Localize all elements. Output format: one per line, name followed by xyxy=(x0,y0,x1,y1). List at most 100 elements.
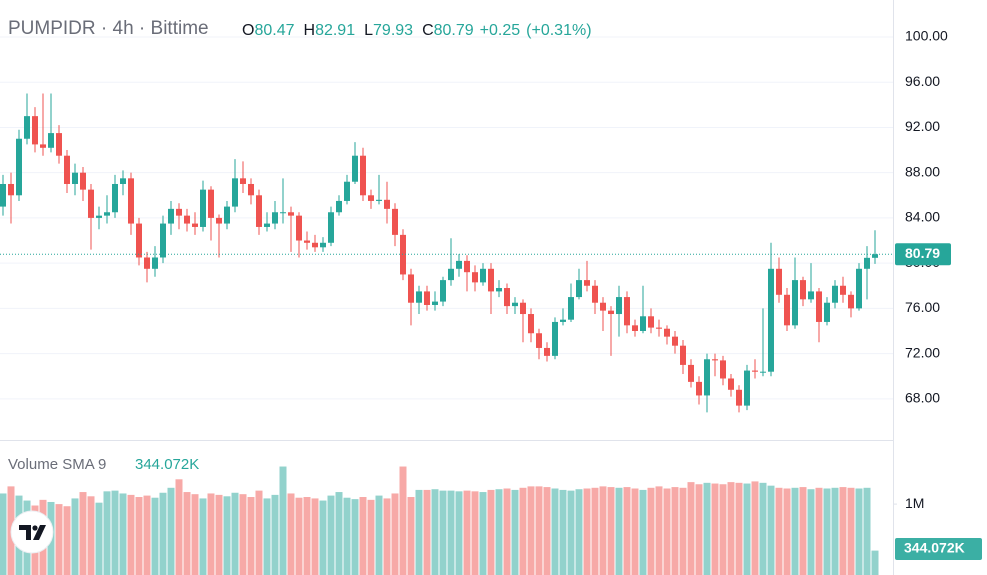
axis: 68.0072.0076.0080.0084.0088.0092.0096.00… xyxy=(893,28,982,560)
candle-body xyxy=(288,212,294,216)
candle-body xyxy=(512,302,518,307)
volume-bar xyxy=(311,498,319,575)
volume-bar xyxy=(95,502,103,575)
ohlc-value: 82.91 xyxy=(315,22,355,39)
ohlc-value: 80.79 xyxy=(434,22,474,39)
candle-body xyxy=(856,268,862,309)
chart-title: PUMPIDR · 4h · Bittime xyxy=(8,18,209,39)
volume-bar xyxy=(71,498,79,575)
last-volume-label: 344.072K xyxy=(904,540,965,556)
volume-bar xyxy=(455,491,463,575)
candle-body xyxy=(480,268,486,283)
volume-bar xyxy=(847,487,855,575)
last-volume-badge xyxy=(895,538,982,560)
volume-bar xyxy=(559,489,567,575)
volume-bar xyxy=(303,497,311,575)
candle-body xyxy=(88,189,94,218)
volume-bar xyxy=(463,490,471,575)
volume-bar xyxy=(527,486,535,575)
volume-bar xyxy=(183,492,191,575)
volume-bar xyxy=(159,492,167,575)
ohlc-letter: L xyxy=(364,22,373,39)
volume-bar xyxy=(335,492,343,575)
candle-body xyxy=(560,319,566,322)
volume-bar xyxy=(519,487,527,575)
ohlc-value: 80.47 xyxy=(254,22,294,39)
volume-bar xyxy=(487,489,495,575)
candle-body xyxy=(448,268,454,281)
candle-body xyxy=(736,389,742,406)
volume-bar xyxy=(807,489,815,575)
logo-shape xyxy=(33,525,46,540)
volume-bar xyxy=(167,487,175,575)
volume-bar xyxy=(647,487,655,575)
volume-bar xyxy=(215,494,223,575)
volume-bar xyxy=(535,486,543,575)
volume-bar xyxy=(63,506,71,575)
volume-bar xyxy=(799,487,807,575)
candle-body xyxy=(552,321,558,356)
volume-bar xyxy=(375,495,383,575)
candle-body xyxy=(200,189,206,227)
volume-bar xyxy=(855,488,863,575)
candle-body xyxy=(664,328,670,337)
candle-body xyxy=(688,364,694,382)
candle-body xyxy=(256,195,262,227)
volume-bar xyxy=(415,489,423,575)
volume-bar xyxy=(359,497,367,575)
candle-body xyxy=(160,223,166,258)
last-price-label: 80.79 xyxy=(905,245,940,261)
volume-bar xyxy=(383,498,391,575)
volume-bar xyxy=(623,487,631,575)
candle-body xyxy=(432,301,438,305)
volume-bar xyxy=(439,490,447,575)
y-tick-label: 68.00 xyxy=(905,390,940,406)
volume-bar xyxy=(583,488,591,575)
candle-body xyxy=(536,333,542,348)
candle-body xyxy=(728,378,734,390)
candle-body xyxy=(824,302,830,322)
volume-bar xyxy=(0,493,7,575)
candle-body xyxy=(808,291,814,300)
volume-bar xyxy=(351,499,359,575)
ohlc-letter: H xyxy=(304,22,316,39)
candle-body xyxy=(520,302,526,315)
volume-bar xyxy=(703,482,711,575)
candle-body xyxy=(696,381,702,396)
volume-bar xyxy=(863,487,871,575)
volume-bar xyxy=(591,487,599,575)
candle-body xyxy=(456,260,462,269)
volume-bar xyxy=(775,487,783,575)
volume-bar xyxy=(695,484,703,575)
volume-bar xyxy=(207,493,215,575)
candle-body xyxy=(144,257,150,269)
candle-body xyxy=(120,178,126,184)
candle-body xyxy=(72,172,78,184)
candle-body xyxy=(368,195,374,201)
candle-body xyxy=(184,215,190,224)
candle-body xyxy=(632,325,638,331)
volume-bar xyxy=(103,491,111,575)
volume-bar xyxy=(279,466,287,575)
y-tick-label: 88.00 xyxy=(905,163,940,179)
y-tick-label: 76.00 xyxy=(905,299,940,315)
ohlc-letter: O xyxy=(242,22,254,39)
logo-dot xyxy=(32,525,38,531)
candle-body xyxy=(0,183,6,207)
candle-body xyxy=(224,206,230,224)
volume-bar xyxy=(87,496,95,575)
candle-body xyxy=(440,280,446,302)
candle-body xyxy=(680,345,686,365)
candle-body xyxy=(704,359,710,396)
candle-body xyxy=(264,223,270,227)
candle-body xyxy=(24,116,30,139)
candle-body xyxy=(776,268,782,295)
volume-bar xyxy=(151,497,159,575)
candle-body xyxy=(208,189,214,218)
candle-body xyxy=(768,268,774,372)
ohlc-change: (+0.31%) xyxy=(526,22,591,39)
logo-circle xyxy=(10,510,54,554)
logo xyxy=(10,510,54,554)
volume-bar xyxy=(607,487,615,575)
